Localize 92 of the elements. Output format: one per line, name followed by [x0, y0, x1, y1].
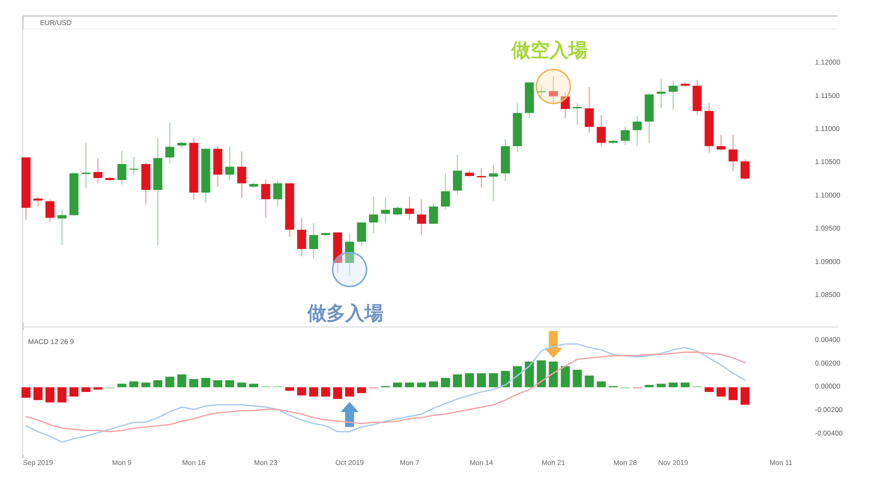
- bar: [656, 384, 666, 388]
- candlestick: [740, 158, 750, 180]
- bar: [464, 373, 474, 388]
- bar: [728, 387, 738, 400]
- candlestick: [476, 167, 486, 188]
- bar: [141, 382, 150, 388]
- candlestick: [165, 122, 174, 164]
- bar: [428, 381, 438, 388]
- bar: [584, 376, 594, 388]
- candlestick: [381, 196, 390, 224]
- candlestick: [345, 233, 354, 276]
- bar: [524, 362, 534, 388]
- candlestick: [225, 146, 234, 181]
- candlestick: [81, 142, 90, 189]
- bar: [345, 387, 354, 397]
- candlestick: [440, 172, 450, 210]
- annotation: 做多入場: [306, 302, 384, 325]
- bar: [153, 380, 162, 388]
- bar: [476, 373, 486, 388]
- candlestick: [728, 134, 738, 172]
- bar: [548, 362, 558, 388]
- bar: [177, 374, 186, 388]
- bar: [416, 382, 426, 388]
- bar: [440, 378, 450, 388]
- candlestick: [596, 114, 606, 147]
- candlestick: [273, 179, 282, 208]
- bar: [165, 376, 174, 388]
- bar: [285, 387, 294, 391]
- candlestick: [129, 156, 138, 176]
- bar: [69, 387, 78, 397]
- bar: [237, 382, 246, 388]
- candlestick: [620, 126, 630, 146]
- candlestick: [309, 222, 318, 260]
- annotation: 做空入場: [510, 39, 588, 62]
- bar: [452, 374, 462, 388]
- line-series: [25, 343, 746, 443]
- bar: [93, 387, 102, 390]
- bar: [488, 373, 498, 388]
- candlestick: [548, 76, 558, 104]
- bar: [225, 380, 234, 388]
- bar: [393, 382, 402, 388]
- candlestick: [452, 154, 462, 196]
- bar: [57, 387, 66, 402]
- candlestick: [297, 217, 306, 257]
- candlestick: [716, 134, 726, 151]
- candlestick: [416, 198, 426, 236]
- candlestick: [572, 102, 582, 126]
- bar: [536, 360, 546, 388]
- bar: [33, 387, 42, 400]
- bar: [668, 382, 678, 388]
- line-series: [25, 352, 746, 432]
- candlestick: [33, 196, 42, 208]
- bar: [117, 384, 126, 388]
- candlestick: [117, 150, 126, 186]
- bar: [512, 366, 522, 388]
- bar: [704, 387, 714, 392]
- candlestick: [57, 209, 66, 246]
- candlestick: [668, 80, 678, 110]
- bar: [249, 384, 258, 388]
- bar: [213, 380, 222, 388]
- bar: [81, 387, 90, 392]
- bar: [560, 366, 570, 388]
- bar: [201, 378, 210, 388]
- bar: [405, 382, 414, 388]
- bar: [333, 387, 342, 399]
- candlestick: [369, 196, 378, 234]
- bar: [716, 387, 726, 397]
- bar: [740, 387, 750, 405]
- candlestick: [45, 198, 54, 224]
- candlestick: [237, 150, 246, 198]
- bar: [129, 381, 138, 388]
- bar: [309, 387, 318, 397]
- bar: [297, 387, 306, 396]
- candlestick: [584, 86, 594, 134]
- candlestick: [536, 84, 546, 99]
- bar: [680, 382, 690, 388]
- bar: [596, 381, 606, 388]
- candlestick: [357, 222, 366, 247]
- bar: [357, 387, 366, 394]
- bar: [189, 379, 198, 388]
- candlestick: [261, 178, 270, 218]
- candlestick: [405, 196, 414, 220]
- bar: [21, 387, 30, 398]
- bar: [572, 370, 582, 388]
- candlestick: [428, 202, 438, 224]
- bar: [321, 387, 330, 397]
- bar: [45, 387, 54, 402]
- candlestick: [560, 92, 570, 119]
- candlestick: [632, 116, 642, 147]
- candlestick: [93, 157, 102, 184]
- candlestick: [488, 164, 498, 202]
- candlestick: [656, 78, 666, 109]
